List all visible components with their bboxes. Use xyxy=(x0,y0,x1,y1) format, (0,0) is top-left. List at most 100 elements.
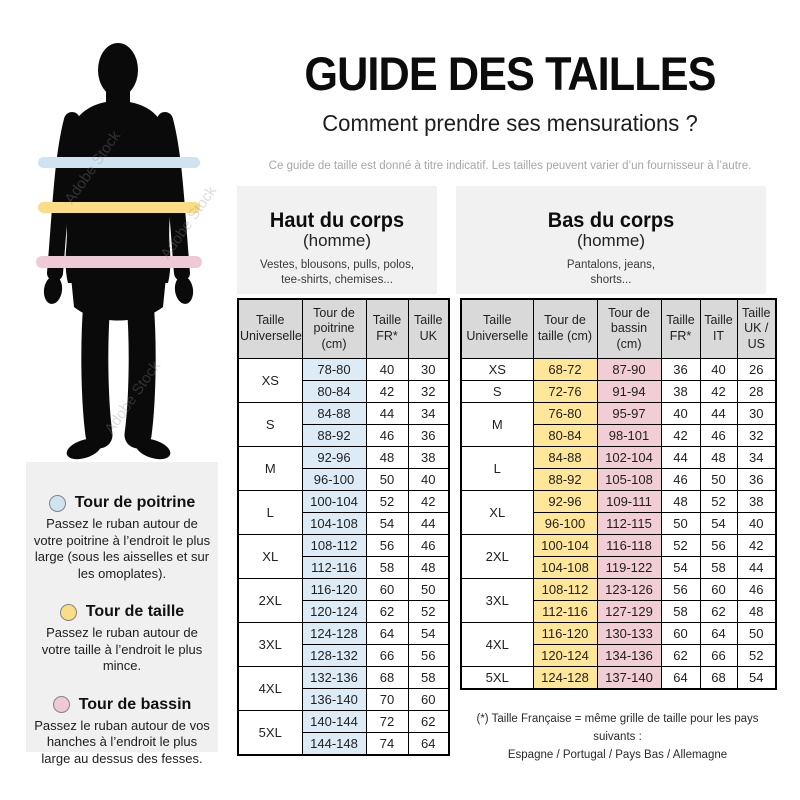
legend-text: Passez le ruban autour de votre taille à… xyxy=(41,625,203,673)
value-cell: 88-92 xyxy=(301,424,367,447)
value-cell: 134-136 xyxy=(596,644,662,667)
legend-item-poitrine: Tour de poitrine xyxy=(26,494,218,512)
hip-measure-band xyxy=(36,256,202,268)
value-cell: 72 xyxy=(365,710,409,733)
table-row: 4XL 132-136 68 58 xyxy=(237,666,450,711)
size-label-cell: XL xyxy=(460,490,534,535)
value-cell: 56 xyxy=(365,534,409,557)
value-cell: 64 xyxy=(660,666,701,690)
page-subtitle: Comment prendre ses mensurations ? xyxy=(322,110,698,136)
value-cell: 105-108 xyxy=(596,468,662,491)
value-cell: 64 xyxy=(699,622,738,645)
table-row: XL 92-96 109-111 48 52 38 xyxy=(460,490,777,535)
table-row: 5XL 140-144 72 62 xyxy=(237,710,450,756)
value-cell: 32 xyxy=(407,380,450,403)
torso-shape xyxy=(63,101,173,283)
value-cell: 52 xyxy=(365,490,409,513)
value-cell: 116-120 xyxy=(301,578,367,601)
column-header: Taille UK xyxy=(407,298,450,359)
table-row: 136-140 70 60 xyxy=(238,688,450,711)
value-cell: 144-148 xyxy=(301,732,367,756)
column-header: Taille IT xyxy=(699,298,738,359)
table-row: 104-108 54 44 xyxy=(238,512,450,535)
waist-measure-band xyxy=(38,202,200,213)
table-row: 88-92 46 36 xyxy=(238,424,450,447)
value-cell: 42 xyxy=(660,424,701,447)
value-cell: 60 xyxy=(365,578,409,601)
upper-body-size-table: Taille Universelle Tour de poitrine (cm) T… xyxy=(237,298,450,756)
intro-line: Pantalons, jeans, xyxy=(566,258,656,271)
value-cell: 52 xyxy=(736,644,777,667)
legend-label: Tour de taille xyxy=(85,603,185,620)
size-label-cell: 3XL xyxy=(460,578,534,623)
hip-band-swatch-icon xyxy=(52,696,70,713)
value-cell: 40 xyxy=(365,358,409,381)
value-cell: 95-97 xyxy=(596,402,662,425)
value-cell: 108-112 xyxy=(532,578,598,601)
value-cell: 62 xyxy=(365,600,409,623)
value-cell: 44 xyxy=(660,446,701,469)
value-cell: 120-124 xyxy=(301,600,367,623)
table-row: 2XL 100-104 116-118 52 56 42 xyxy=(460,534,777,579)
chest-band-swatch-icon xyxy=(48,494,66,512)
value-cell: 87-90 xyxy=(596,358,662,381)
value-cell: 127-129 xyxy=(596,600,662,623)
legend-item-taille: Tour de taille xyxy=(26,603,218,621)
value-cell: 54 xyxy=(660,556,701,579)
left-foot-shape xyxy=(66,438,102,460)
table-row: S 72-76 91-94 38 42 28 xyxy=(460,380,777,403)
column-header: Tour de taille (cm) xyxy=(532,298,598,359)
value-cell: 104-108 xyxy=(532,556,598,579)
value-cell: 58 xyxy=(660,600,701,623)
right-hand-shape xyxy=(174,276,194,304)
value-cell: 102-104 xyxy=(596,446,662,469)
lower-body-size-table: Taille Universelle Tour de taille (cm) Tou… xyxy=(460,298,777,690)
value-cell: 76-80 xyxy=(532,402,598,425)
value-cell: 78-80 xyxy=(301,358,367,381)
upper-body-intro-panel: Haut du corps (homme) Vestes, blousons, … xyxy=(237,186,437,294)
value-cell: 62 xyxy=(699,600,738,623)
value-cell: 64 xyxy=(407,732,450,756)
right-arm-shape xyxy=(157,112,190,281)
column-header: Tour de poitrine (cm) xyxy=(301,298,367,359)
size-label-cell: XS xyxy=(460,358,534,381)
legend-text: Passez le ruban autour de votre poitrine… xyxy=(33,516,211,581)
value-cell: 42 xyxy=(699,380,738,403)
column-header: Tour de bassin (cm) xyxy=(596,298,662,359)
table-row: 3XL 124-128 64 54 xyxy=(237,622,450,667)
size-label-cell: 5XL xyxy=(460,666,534,690)
value-cell: 91-94 xyxy=(596,380,662,403)
table-row: 96-100 112-115 50 54 40 xyxy=(461,512,777,535)
table-row: 3XL 108-112 123-126 56 60 46 xyxy=(460,578,777,623)
value-cell: 38 xyxy=(407,446,450,469)
value-cell: 46 xyxy=(407,534,450,557)
value-cell: 62 xyxy=(660,644,701,667)
table-row: XS 68-72 87-90 36 40 26 xyxy=(460,358,777,381)
disclaimer-text: Ce guide de taille est donné à titre ind… xyxy=(268,160,752,172)
value-cell: 109-111 xyxy=(596,490,662,513)
lower-body-intro-panel: Bas du corps (homme) Pantalons, jeans, s… xyxy=(456,186,766,294)
value-cell: 54 xyxy=(365,512,409,535)
size-label-cell: 4XL xyxy=(460,622,534,667)
size-label-cell: 5XL xyxy=(237,710,303,756)
table-row: 80-84 98-101 42 46 32 xyxy=(461,424,777,447)
table-row: 2XL 116-120 60 50 xyxy=(237,578,450,623)
silhouette-svg: Adobe Stock Adobe Stock Adobe Stock xyxy=(36,43,220,460)
value-cell: 30 xyxy=(407,358,450,381)
value-cell: 80-84 xyxy=(532,424,598,447)
value-cell: 66 xyxy=(365,644,409,667)
value-cell: 46 xyxy=(365,424,409,447)
value-cell: 52 xyxy=(660,534,701,557)
value-cell: 132-136 xyxy=(301,666,367,689)
size-label-cell: L xyxy=(237,490,303,535)
value-cell: 124-128 xyxy=(301,622,367,645)
value-cell: 46 xyxy=(699,424,738,447)
value-cell: 137-140 xyxy=(596,666,662,690)
table-row: M 76-80 95-97 40 44 30 xyxy=(460,402,777,447)
table-row: 120-124 134-136 62 66 52 xyxy=(461,644,777,667)
footnote: (*) Taille Française = même grille de ta… xyxy=(460,711,775,764)
upper-body-subtitle: (homme) xyxy=(302,231,371,251)
intro-line: shorts... xyxy=(590,273,632,286)
value-cell: 42 xyxy=(365,380,409,403)
value-cell: 42 xyxy=(407,490,450,513)
